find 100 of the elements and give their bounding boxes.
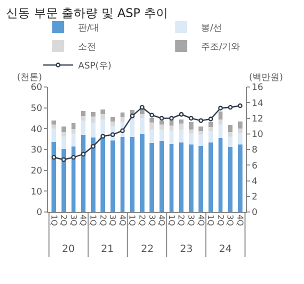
- y2-tick-label: 4: [252, 176, 258, 187]
- legend-label: 소전: [78, 42, 96, 53]
- bar: [208, 127, 213, 132]
- bar: [179, 124, 184, 130]
- bar: [90, 112, 96, 116]
- bar: [228, 132, 233, 136]
- y-tick-label: 0: [36, 208, 42, 218]
- bar: [130, 118, 134, 137]
- point: [90, 144, 96, 149]
- y-tick-label: 50: [30, 104, 42, 114]
- bar: [218, 120, 223, 124]
- bar: [179, 119, 184, 124]
- bar: [130, 137, 134, 212]
- bar: [140, 118, 144, 134]
- x-tick-label: 4Q: [78, 214, 88, 226]
- point: [61, 157, 66, 162]
- bar: [150, 143, 154, 212]
- x-tick-label: 3Q: [147, 214, 156, 226]
- x-tick-label: 1Q: [49, 214, 58, 226]
- bar: [179, 129, 184, 142]
- y-tick-label: 10: [30, 187, 42, 198]
- point: [198, 118, 204, 123]
- x-tick-label: 2Q: [98, 214, 108, 226]
- y-tick-label: 20: [30, 166, 42, 176]
- y2-tick-label: 2: [252, 192, 258, 203]
- y-axis-title: (천톤): [17, 73, 42, 83]
- point: [159, 116, 164, 121]
- bar: [160, 120, 164, 124]
- point: [218, 106, 223, 110]
- text: 23: [180, 244, 193, 255]
- point: [178, 112, 184, 117]
- bar: [198, 134, 204, 146]
- bar: [160, 124, 164, 130]
- bar: [188, 133, 194, 145]
- y2-tick-label: 6: [252, 161, 258, 172]
- x-tick-label: 4Q: [196, 214, 206, 226]
- bar: [61, 148, 66, 212]
- bar: [179, 142, 184, 212]
- bar: [228, 125, 233, 132]
- bar: [81, 116, 86, 121]
- bar: [90, 116, 96, 122]
- legend-label: ASP(우): [78, 62, 112, 72]
- bar: [130, 110, 134, 114]
- x-tick-label: 3Q: [108, 214, 118, 226]
- bar: [208, 122, 213, 127]
- legend-label: 판/대: [78, 24, 100, 34]
- bar: [100, 114, 106, 120]
- bar: [52, 128, 56, 142]
- x-tick-label: 1Q: [166, 214, 176, 226]
- point: [228, 104, 233, 110]
- y2-tick-label: 8: [252, 146, 258, 156]
- x-tick-label: 2Q: [138, 214, 146, 226]
- x-tick-label: 1Q: [128, 214, 137, 226]
- bar: [61, 132, 66, 136]
- bar: [71, 133, 76, 146]
- bar: [71, 129, 76, 134]
- bar: [150, 129, 154, 144]
- bar: [208, 142, 213, 212]
- bar: [208, 131, 213, 142]
- bar: [81, 134, 86, 212]
- bar: [218, 138, 223, 212]
- bar: [160, 129, 164, 142]
- bar: [238, 144, 242, 212]
- x-tick-label: 3Q: [68, 214, 78, 226]
- point: [150, 112, 154, 118]
- bar: [228, 136, 233, 148]
- x-tick-label: 4Q: [118, 214, 127, 226]
- bar: [90, 138, 96, 212]
- point: [71, 154, 76, 160]
- bar: [120, 137, 125, 212]
- x-tick-label: 1Q: [206, 214, 216, 226]
- bar: [61, 126, 66, 132]
- bar: [120, 117, 125, 122]
- bar: [140, 114, 144, 118]
- bar: [52, 142, 56, 212]
- bar: [169, 130, 174, 144]
- y-tick-label: 40: [30, 124, 42, 135]
- bar: [71, 123, 76, 130]
- bar: [150, 118, 154, 122]
- y2-tick-label: 10: [252, 130, 264, 140]
- bar: [198, 126, 204, 131]
- x-tick-label: 4Q: [157, 214, 166, 226]
- bar: [150, 122, 154, 130]
- x-tick-label: 2Q: [216, 214, 225, 226]
- x-tick-label: 3Q: [226, 214, 235, 226]
- y2-tick-label: 14: [252, 98, 264, 109]
- bar: [188, 144, 194, 212]
- x-tick-label: 1Q: [88, 214, 98, 226]
- bar: [198, 130, 204, 135]
- bar: [238, 132, 242, 145]
- text: 22: [141, 244, 154, 255]
- bar: [52, 124, 56, 128]
- bar: [100, 120, 106, 136]
- bar: [100, 136, 106, 212]
- point: [120, 128, 125, 134]
- y-tick-label: 60: [30, 83, 42, 94]
- x-tick-label: 2Q: [59, 214, 68, 226]
- bar: [81, 110, 86, 116]
- bar: [238, 128, 242, 133]
- bar: [100, 110, 106, 114]
